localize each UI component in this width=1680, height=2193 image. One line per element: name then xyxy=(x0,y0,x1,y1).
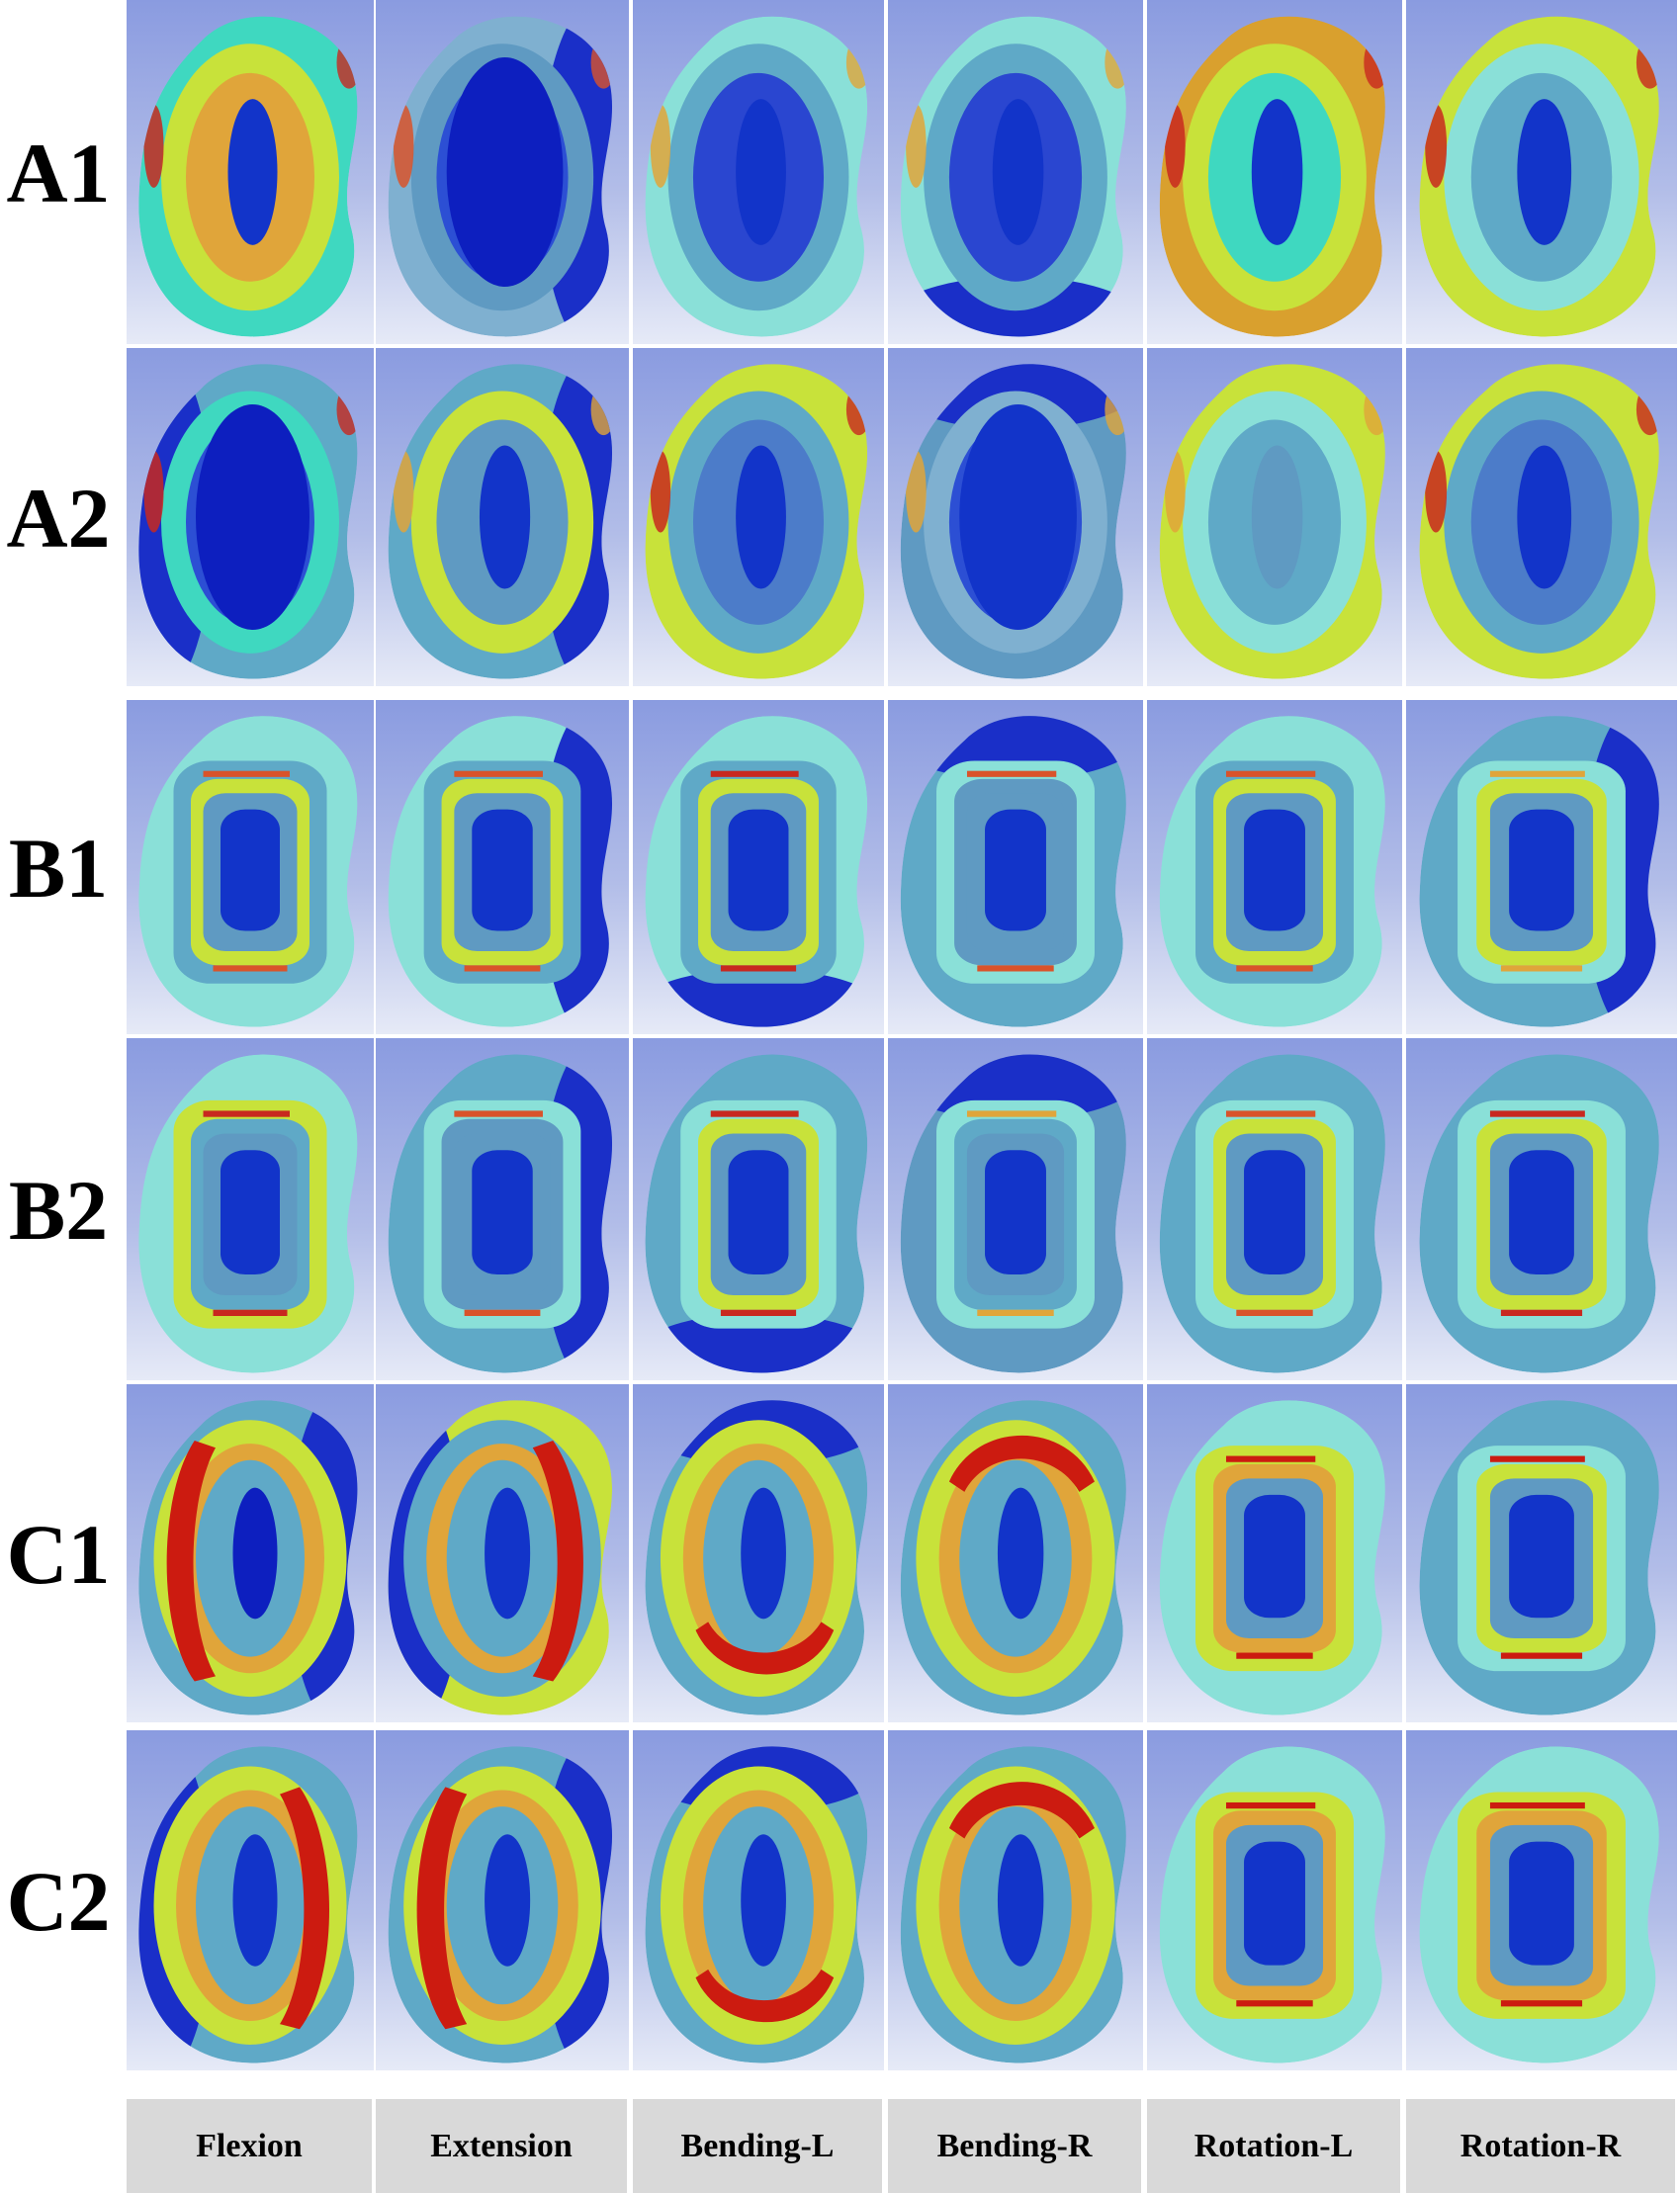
contour-plot-a2-3 xyxy=(888,348,1143,686)
contour-plot-a2-0 xyxy=(127,348,374,686)
column-label-flexion: Flexion xyxy=(127,2099,372,2193)
contour-plot-b1-3 xyxy=(888,700,1143,1034)
contour-plot-c2-1 xyxy=(376,1730,629,2070)
contour-plot-c2-0 xyxy=(127,1730,374,2070)
row-label-b2: B2 xyxy=(8,1163,109,1258)
column-label-bending-r: Bending-R xyxy=(888,2099,1141,2193)
row-label-b1: B1 xyxy=(8,821,109,916)
contour-plot-a1-3 xyxy=(888,0,1143,344)
contour-plot-c2-3 xyxy=(888,1730,1143,2070)
contour-plot-c1-3 xyxy=(888,1384,1143,1722)
column-label-bending-l: Bending-L xyxy=(633,2099,882,2193)
contour-plot-c2-2 xyxy=(633,1730,884,2070)
contour-plot-a1-0 xyxy=(127,0,374,344)
contour-plot-c1-0 xyxy=(127,1384,374,1722)
column-label-rotation-r: Rotation-R xyxy=(1406,2099,1675,2193)
contour-plot-c1-1 xyxy=(376,1384,629,1722)
contour-plot-b2-5 xyxy=(1406,1038,1677,1380)
contour-plot-a1-1 xyxy=(376,0,629,344)
row-label-c2: C2 xyxy=(6,1854,111,1949)
row-label-a2: A2 xyxy=(6,471,111,566)
contour-plot-a2-5 xyxy=(1406,348,1677,686)
contour-plot-b2-0 xyxy=(127,1038,374,1380)
contour-plot-b1-5 xyxy=(1406,700,1677,1034)
contour-plot-a2-2 xyxy=(633,348,884,686)
contour-plot-c1-4 xyxy=(1147,1384,1402,1722)
contour-plot-b1-4 xyxy=(1147,700,1402,1034)
contour-plot-b2-4 xyxy=(1147,1038,1402,1380)
column-header-bar: Flexion Extension Bending-L Bending-R Rotati… xyxy=(127,2099,1679,2193)
contour-plot-c1-2 xyxy=(633,1384,884,1722)
row-label-a1: A1 xyxy=(6,126,111,220)
contour-plot-a2-1 xyxy=(376,348,629,686)
contour-plot-c2-4 xyxy=(1147,1730,1402,2070)
contour-plot-a1-5 xyxy=(1406,0,1677,344)
contour-plot-b2-3 xyxy=(888,1038,1143,1380)
contour-plot-a1-2 xyxy=(633,0,884,344)
contour-plot-b2-2 xyxy=(633,1038,884,1380)
contour-plot-b1-0 xyxy=(127,700,374,1034)
contour-plot-b1-1 xyxy=(376,700,629,1034)
column-label-extension: Extension xyxy=(376,2099,627,2193)
contour-plot-a1-4 xyxy=(1147,0,1402,344)
column-label-rotation-l: Rotation-L xyxy=(1147,2099,1400,2193)
contour-plot-b2-1 xyxy=(376,1038,629,1380)
contour-plot-c1-5 xyxy=(1406,1384,1677,1722)
contour-plot-a2-4 xyxy=(1147,348,1402,686)
contour-plot-c2-5 xyxy=(1406,1730,1677,2070)
contour-plot-b1-2 xyxy=(633,700,884,1034)
row-label-c1: C1 xyxy=(6,1507,111,1602)
